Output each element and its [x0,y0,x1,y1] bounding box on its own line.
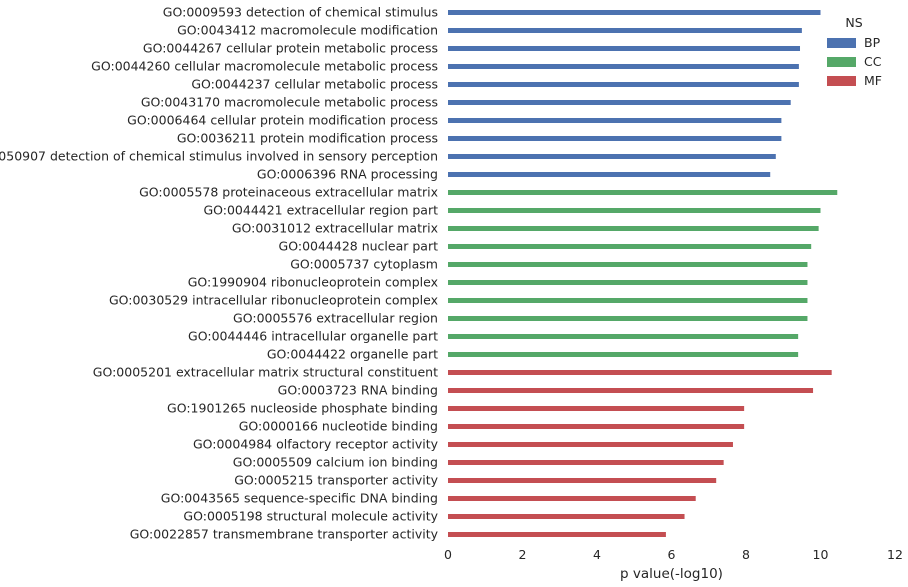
category-label: GO:0004984 olfactory receptor activity [193,437,439,452]
bar [448,118,782,123]
bar [448,280,808,285]
bar [448,478,717,483]
bar [448,172,771,177]
category-label: GO:0006464 cellular protein modification… [127,113,438,128]
legend-label: BP [864,35,881,50]
bar [448,154,776,159]
bar [448,46,801,51]
category-label: GO:0044446 intracellular organelle part [188,329,438,344]
legend-title: NS [845,15,862,30]
x-axis-title: p value(-log10) [620,566,723,582]
bar [448,460,724,465]
category-label: GO:0043170 macromolecule metabolic proce… [141,95,438,110]
category-label: GO:0036211 protein modification process [177,131,438,146]
bar [448,100,791,105]
bar [448,82,799,87]
bar [448,352,799,357]
category-label: GO:0044260 cellular macromolecule metabo… [91,59,438,74]
bar [448,316,808,321]
category-label: GO:0031012 extracellular matrix [232,221,438,236]
category-label: GO:0043412 macromolecule modification [177,23,438,38]
bar [448,226,819,231]
x-tick-label: 0 [444,547,452,562]
bar [448,208,821,213]
bar [448,64,799,69]
category-label: GO:0005215 transporter activity [234,473,438,488]
legend-swatch [827,57,856,67]
bar [448,298,808,303]
bar [448,10,821,15]
bars-group [448,10,838,537]
bar [448,28,802,33]
bar [448,424,745,429]
legend: NS BP CC MF [827,15,882,88]
category-label: GO:0044267 cellular protein metabolic pr… [143,41,438,56]
bar [448,334,799,339]
bar [448,190,838,195]
category-label: GO:0000166 nucleotide binding [239,419,438,434]
x-tick-label: 4 [593,547,601,562]
x-axis-ticks: 0 2 4 6 8 10 12 [444,547,903,562]
category-label: GO:0030529 intracellular ribonucleoprote… [109,293,438,308]
bar [448,262,808,267]
x-tick-label: 8 [742,547,750,562]
category-label: GO:0044237 cellular metabolic process [191,77,438,92]
category-label: GO:0044421 extracellular region part [203,203,438,218]
legend-label: MF [864,73,882,88]
category-label: GO:0005576 extracellular region [233,311,438,326]
legend-label: CC [864,54,882,69]
legend-swatch [827,38,856,48]
bar [448,370,832,375]
category-label: GO:0005578 proteinaceous extracellular m… [139,185,438,200]
category-label: GO:0044422 organelle part [267,347,438,362]
bar [448,514,685,519]
bar [448,532,666,537]
category-label: GO:0003723 RNA binding [278,383,438,398]
category-label: GO:0009593 detection of chemical stimulu… [163,5,438,20]
category-label: GO:0005198 structural molecule activity [183,509,438,524]
category-label: GO:0050907 detection of chemical stimulu… [0,149,438,164]
bar [448,388,814,393]
bar [448,442,733,447]
category-label: GO:1901265 nucleoside phosphate binding [167,401,438,416]
bar [448,136,782,141]
category-label: GO:1990904 ribonucleoprotein complex [188,275,438,290]
category-label: GO:0043565 sequence-specific DNA binding [161,491,438,506]
bar [448,496,696,501]
bar [448,406,745,411]
legend-swatch [827,76,856,86]
category-labels: GO:0009593 detection of chemical stimulu… [0,5,439,542]
x-tick-label: 12 [887,547,903,562]
category-label: GO:0005737 cytoplasm [290,257,438,272]
category-label: GO:0022857 transmembrane transporter act… [130,527,439,542]
category-label: GO:0005201 extracellular matrix structur… [93,365,438,380]
bar [448,244,812,249]
x-tick-label: 6 [668,547,676,562]
category-label: GO:0044428 nuclear part [279,239,439,254]
category-label: GO:0005509 calcium ion binding [233,455,438,470]
x-tick-label: 10 [813,547,829,562]
category-label: GO:0006396 RNA processing [257,167,438,182]
x-tick-label: 2 [519,547,527,562]
